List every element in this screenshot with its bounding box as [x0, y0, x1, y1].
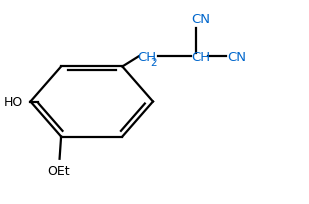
- Text: HO: HO: [4, 95, 23, 109]
- Text: CN: CN: [227, 51, 246, 64]
- Text: CH: CH: [138, 51, 157, 64]
- Text: CH: CH: [191, 51, 210, 64]
- Text: CN: CN: [191, 13, 210, 26]
- Text: OEt: OEt: [47, 164, 70, 177]
- Text: 2: 2: [150, 58, 157, 68]
